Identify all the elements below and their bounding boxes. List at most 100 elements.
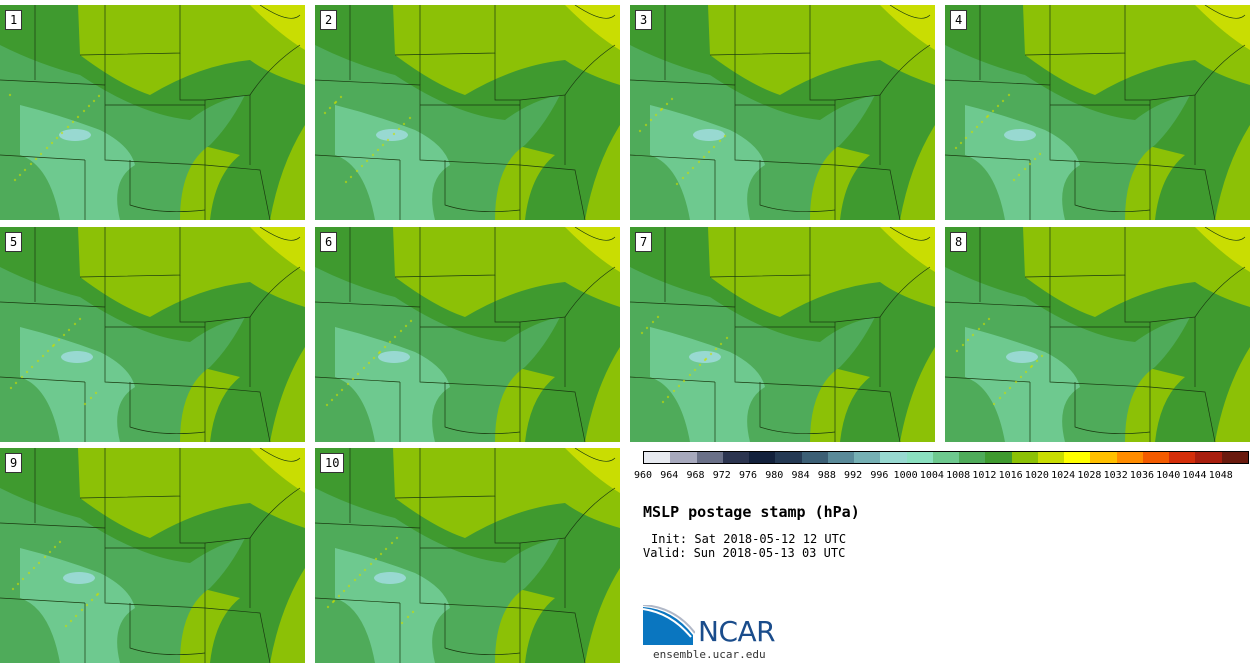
terrain-dot bbox=[977, 327, 981, 331]
member-number: 3 bbox=[635, 10, 653, 30]
pressure-map bbox=[945, 227, 1250, 442]
terrain-dot bbox=[62, 333, 66, 337]
terrain-dot bbox=[1033, 157, 1037, 161]
state-border bbox=[315, 522, 521, 609]
terrain-dot bbox=[681, 176, 685, 180]
terrain-dot bbox=[37, 561, 41, 565]
terrain-dot bbox=[347, 584, 351, 588]
high-pressure-area bbox=[880, 227, 935, 272]
map-panel-10: 10 bbox=[315, 448, 620, 663]
terrain-dot bbox=[328, 106, 332, 110]
colorbar-tick-label: 976 bbox=[739, 470, 758, 481]
terrain-dot bbox=[64, 624, 68, 628]
terrain-dot bbox=[702, 155, 706, 159]
state-border bbox=[574, 5, 616, 19]
high-pressure-area bbox=[565, 5, 620, 50]
terrain-dot bbox=[94, 391, 98, 395]
high-pressure-area bbox=[250, 448, 305, 493]
terrain-dot bbox=[87, 104, 91, 108]
terrain-dot bbox=[369, 562, 373, 566]
terrain-dot bbox=[331, 600, 335, 604]
member-number: 4 bbox=[950, 10, 968, 30]
terrain-dot bbox=[365, 159, 369, 163]
terrain-dot bbox=[32, 566, 36, 570]
terrain-dot bbox=[959, 141, 963, 145]
state-border bbox=[1074, 382, 1151, 435]
low-pressure-center bbox=[693, 129, 725, 141]
colorbar-tick-label: 1008 bbox=[946, 470, 971, 481]
terrain-dot bbox=[377, 351, 381, 355]
terrain-dot bbox=[393, 335, 397, 339]
terrain-dot bbox=[374, 557, 378, 561]
state-border bbox=[179, 275, 206, 442]
state-border bbox=[444, 603, 521, 656]
member-number: 5 bbox=[5, 232, 23, 252]
terrain-dot bbox=[21, 577, 25, 581]
state-border bbox=[315, 79, 521, 166]
colorbar-tick-label: 984 bbox=[791, 470, 810, 481]
low-pressure-center bbox=[378, 351, 410, 363]
terrain-dot bbox=[57, 338, 61, 342]
state-border bbox=[259, 227, 301, 241]
terrain-dot bbox=[672, 389, 676, 393]
state-border bbox=[444, 382, 521, 435]
member-number: 8 bbox=[950, 232, 968, 252]
terrain-dot bbox=[1035, 359, 1039, 363]
low-pressure-center bbox=[376, 129, 408, 141]
terrain-dot bbox=[360, 164, 364, 168]
state-border bbox=[1149, 164, 1216, 220]
terrain-dot bbox=[723, 134, 727, 138]
terrain-dot bbox=[25, 370, 29, 374]
colorbar-cell bbox=[1011, 452, 1038, 463]
map-panel-2: 2 bbox=[315, 5, 620, 220]
terrain-dot bbox=[82, 109, 86, 113]
state-border bbox=[249, 487, 301, 539]
state-border bbox=[0, 522, 206, 609]
state-border bbox=[129, 382, 206, 435]
terrain-dot bbox=[340, 388, 344, 392]
terrain-dot bbox=[985, 115, 989, 119]
colorbar-cell bbox=[1221, 452, 1248, 463]
low-pressure-center bbox=[1004, 129, 1036, 141]
state-border bbox=[1204, 5, 1246, 19]
terrain-dot bbox=[376, 148, 380, 152]
terrain-dot bbox=[14, 381, 18, 385]
terrain-dot bbox=[397, 127, 401, 131]
terrain-dot bbox=[987, 317, 991, 321]
terrain-dot bbox=[337, 594, 341, 598]
member-number: 6 bbox=[320, 232, 338, 252]
state-border bbox=[809, 53, 836, 220]
terrain-dot bbox=[638, 129, 642, 133]
colorbar-tick-label: 1024 bbox=[1051, 470, 1076, 481]
terrain-dot bbox=[395, 536, 399, 540]
terrain-dot bbox=[29, 162, 33, 166]
terrain-dot bbox=[1017, 173, 1021, 177]
pressure-band-1004 bbox=[335, 105, 450, 220]
terrain-dot bbox=[399, 329, 403, 333]
terrain-dot bbox=[90, 598, 94, 602]
high-pressure-area bbox=[1195, 227, 1250, 272]
state-border bbox=[1149, 386, 1216, 442]
pressure-band-1004 bbox=[965, 327, 1080, 442]
valid-time: Valid: Sun 2018-05-13 03 UTC bbox=[643, 546, 846, 560]
colorbar-tick-label: 988 bbox=[817, 470, 836, 481]
state-border bbox=[630, 154, 716, 161]
state-border bbox=[0, 79, 206, 166]
terrain-dot bbox=[691, 166, 695, 170]
colorbar-tick-label: 1028 bbox=[1077, 470, 1102, 481]
terrain-dot bbox=[355, 169, 359, 173]
state-border bbox=[564, 44, 616, 96]
ncar-logo: NCAR ensemble.ucar.edu bbox=[643, 605, 803, 663]
terrain-dot bbox=[406, 615, 410, 619]
terrain-dot bbox=[92, 99, 96, 103]
pressure-band-1004 bbox=[335, 327, 450, 442]
terrain-dot bbox=[344, 180, 348, 184]
colorbar-cell bbox=[1116, 452, 1143, 463]
terrain-dot bbox=[1003, 391, 1007, 395]
terrain-dot bbox=[670, 97, 674, 101]
state-border bbox=[204, 607, 271, 663]
pressure-map bbox=[630, 5, 935, 220]
colorbar-cell bbox=[1169, 452, 1196, 463]
terrain-dot bbox=[371, 153, 375, 157]
colorbar-cell bbox=[696, 452, 723, 463]
